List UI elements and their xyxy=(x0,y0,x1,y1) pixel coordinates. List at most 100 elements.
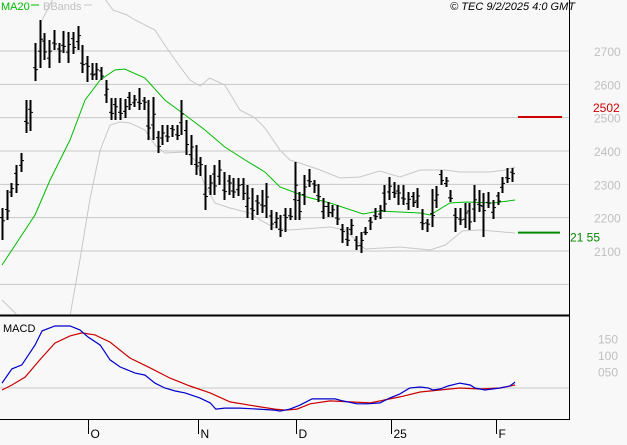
price-bar xyxy=(453,208,458,232)
price-bar xyxy=(439,170,444,185)
price-bar xyxy=(241,178,246,200)
ma20-line xyxy=(1,68,516,266)
price-tick-label: 2200 xyxy=(594,212,621,226)
price-bar xyxy=(458,208,463,225)
price-axis: 2700 2600 2500 2400 2300 2200 2100 xyxy=(594,45,621,259)
price-bar xyxy=(425,219,430,232)
price-tick-label: 2700 xyxy=(594,45,621,59)
price-bar xyxy=(250,188,255,220)
price-bar xyxy=(302,175,307,205)
price-bar xyxy=(467,203,472,230)
price-bar xyxy=(477,190,482,212)
price-bar xyxy=(28,100,33,131)
price-bar xyxy=(444,177,449,187)
price-bar xyxy=(61,31,66,53)
price-tick-label: 2600 xyxy=(594,78,621,92)
price-bar xyxy=(283,208,288,232)
price-bar xyxy=(9,183,14,197)
price-tick-label: 2100 xyxy=(594,245,621,259)
price-bar xyxy=(368,217,373,230)
price-bar xyxy=(208,175,213,195)
macd-title: MACD xyxy=(3,323,35,335)
price-bar xyxy=(222,172,227,200)
price-bar xyxy=(231,178,236,198)
price-bar xyxy=(175,125,180,140)
price-bar xyxy=(99,67,104,80)
price-tick-label: 2300 xyxy=(594,178,621,192)
price-bar xyxy=(481,193,486,237)
price-bar xyxy=(52,30,57,50)
price-bar xyxy=(297,192,302,220)
price-bar xyxy=(269,210,274,230)
price-bar xyxy=(38,20,43,68)
price-bar xyxy=(151,97,156,140)
price-bar xyxy=(463,203,468,228)
time-tick-label: 25 xyxy=(394,427,408,440)
price-bar xyxy=(42,33,47,60)
price-bar xyxy=(227,175,232,195)
price-bar xyxy=(349,219,354,235)
price-bar xyxy=(340,224,345,243)
price-bar xyxy=(392,182,397,198)
price-bar xyxy=(472,185,477,222)
price-bar xyxy=(293,162,298,220)
price-bar xyxy=(165,125,170,142)
price-bar xyxy=(33,43,38,81)
ma20-line xyxy=(1,68,516,266)
price-bar xyxy=(420,209,425,230)
price-bar xyxy=(104,80,109,103)
price-bar xyxy=(236,178,241,196)
price-bar xyxy=(137,88,142,110)
bband-upper xyxy=(41,0,516,179)
time-tick-label: D xyxy=(299,427,308,440)
price-bar xyxy=(335,205,340,225)
price-bar xyxy=(194,145,199,175)
price-bars xyxy=(0,20,515,253)
price-bar xyxy=(321,198,326,219)
price-bar xyxy=(382,185,387,212)
time-tick-label: O xyxy=(91,427,100,440)
macd-axis: 150 100 050 xyxy=(598,333,618,380)
macd-lines xyxy=(1,325,516,412)
price-bar xyxy=(160,125,165,145)
price-bar xyxy=(363,227,368,235)
price-bar xyxy=(156,131,161,153)
price-bar xyxy=(76,26,81,50)
price-bar xyxy=(198,157,203,176)
price-bar xyxy=(415,188,420,208)
price-bar xyxy=(491,200,496,219)
price-tick-label: 2500 xyxy=(594,112,621,126)
price-bar xyxy=(434,186,439,208)
price-bar xyxy=(217,160,222,185)
copyright-timestamp: © TEC 9/2/2025 4:0 GMT xyxy=(450,1,576,13)
price-bar xyxy=(510,168,515,182)
price-bar xyxy=(94,63,99,80)
price-bar xyxy=(0,208,5,240)
price-bar xyxy=(288,208,293,220)
macd-line xyxy=(1,325,516,412)
price-bar xyxy=(14,165,19,193)
price-bar xyxy=(127,92,132,110)
resistance-label: 2502 xyxy=(593,101,620,115)
price-bar xyxy=(118,98,123,120)
price-bar xyxy=(274,212,279,228)
price-bar xyxy=(5,190,10,220)
price-bar xyxy=(505,168,510,183)
price-bar xyxy=(255,195,260,215)
price-bar xyxy=(113,98,118,120)
price-bar xyxy=(430,189,435,227)
price-bar xyxy=(345,227,350,246)
price-bar xyxy=(19,153,24,172)
price-bar xyxy=(142,97,147,110)
time-axis: O N D 25 F xyxy=(88,419,506,441)
price-bar xyxy=(132,95,137,107)
price-bar xyxy=(170,125,175,137)
price-bar xyxy=(184,120,189,155)
price-bar xyxy=(316,184,321,202)
price-bar xyxy=(373,208,378,220)
legend-ma20: MA20 xyxy=(1,1,30,13)
price-bar xyxy=(330,205,335,217)
price-bar xyxy=(359,232,364,253)
macd-tick-label: 100 xyxy=(598,349,618,363)
